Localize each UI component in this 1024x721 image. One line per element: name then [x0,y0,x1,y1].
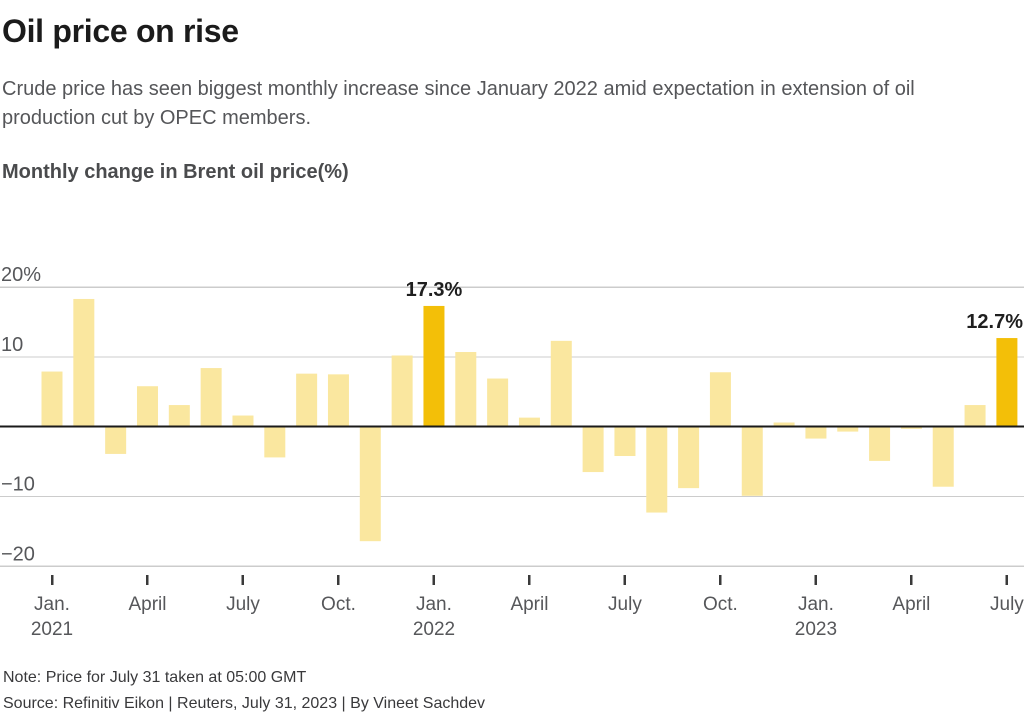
chart-subtitle: Crude price has seen biggest monthly inc… [2,78,915,129]
y-axis-label: 10 [1,334,23,356]
chart-svg: 20% 10 −10 −20 Jan. 2021 April July Oct. Jan. 2022… [0,264,1024,640]
x-axis-label: July [608,594,642,615]
x-axis-label: April [128,594,166,615]
x-axis-label: Jan. [798,594,834,615]
bar [932,426,954,487]
bar-chart: 20% 10 −10 −20 Jan. 2021 April July Oct. Jan. 2022… [0,255,1024,660]
bar [550,340,572,427]
bar [709,372,731,427]
bar [296,373,318,427]
x-axis-label: July [990,594,1024,615]
bar [136,386,158,427]
bar [582,426,604,473]
bar [614,426,636,457]
bar-value-label: 12.7% [966,311,1023,333]
bar [773,422,795,427]
bar [200,368,222,427]
x-axis-label: July [226,594,260,615]
bar [168,405,190,427]
bar [741,426,763,496]
x-axis-label: 2021 [31,619,73,640]
chart-heading: Monthly change in Brent oil price(%) [2,161,349,183]
bar-highlighted [423,305,445,427]
bar [232,415,254,427]
x-axis-label: Oct. [321,594,356,615]
bar [678,426,700,489]
x-axis-label: April [892,594,930,615]
bar [518,417,540,427]
bar [455,352,477,427]
bar [41,371,63,427]
bar [837,426,859,432]
x-axis-label: Jan. [34,594,70,615]
x-axis-label: 2022 [413,619,455,640]
bar [900,426,922,429]
bar [646,426,668,513]
chart-note: Note: Price for July 31 taken at 05:00 G… [3,669,307,686]
bar [105,426,127,454]
x-axis-label: 2023 [795,619,837,640]
bar [391,355,413,427]
bar [73,298,95,427]
bar [805,426,827,439]
bar [359,426,381,542]
x-axis-label: Oct. [703,594,738,615]
x-axis-label: April [510,594,548,615]
bar [327,374,349,427]
bar [264,426,286,458]
x-axis-label: Jan. [416,594,452,615]
bar [964,405,986,427]
bar [869,426,891,461]
chart-source: Source: Refinitiv Eikon | Reuters, July … [3,695,486,712]
page-title: Oil price on rise [2,13,239,49]
y-axis-label: −20 [1,543,35,565]
bar [487,378,509,427]
bar-highlighted [996,338,1018,427]
y-axis-label: −10 [1,474,35,496]
y-axis-label: 20% [1,264,41,286]
bar-value-label: 17.3% [406,279,463,301]
